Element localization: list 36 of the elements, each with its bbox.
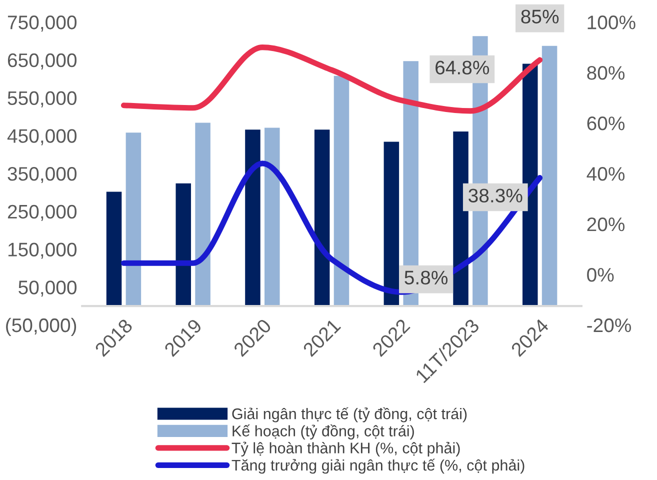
y2-tick-label: 20% bbox=[587, 217, 625, 232]
y2-tick-label: 0% bbox=[587, 268, 614, 282]
bar bbox=[176, 183, 192, 306]
bar bbox=[522, 64, 538, 306]
data-label: 5.8% bbox=[404, 270, 448, 285]
data-label: 85% bbox=[521, 10, 559, 24]
y-tick-label: 650,000 bbox=[8, 53, 77, 70]
legend-label: Kế hoạch (tỷ đồng, cột trái) bbox=[232, 424, 414, 440]
bar bbox=[126, 132, 142, 306]
bar bbox=[334, 76, 350, 306]
y2-tick-label: 100% bbox=[588, 16, 636, 30]
y-tick-label: (50,000) bbox=[6, 318, 76, 336]
y-tick-label: 450,000 bbox=[7, 129, 77, 146]
y-tick-label: 550,000 bbox=[8, 91, 77, 108]
bar bbox=[245, 130, 260, 306]
legend-label: Tăng trưởng giải ngân thực tế (%, cột phải) bbox=[232, 458, 524, 474]
y-tick-label: 50,000 bbox=[18, 280, 77, 297]
bar bbox=[264, 128, 280, 306]
y2-tick-label: 60% bbox=[587, 116, 625, 130]
legend-label: Giải ngân thực tế (tỷ đồng, cột trái) bbox=[232, 407, 467, 422]
bar bbox=[453, 131, 468, 306]
y2-tick-label: 40% bbox=[586, 166, 625, 181]
bar bbox=[384, 142, 400, 306]
data-label: 38.3% bbox=[468, 188, 522, 202]
y-tick-label: 750,000 bbox=[8, 16, 77, 32]
y2-tick-label: 80% bbox=[587, 66, 625, 80]
y-tick-label: 350,000 bbox=[8, 166, 77, 184]
y-tick-label: 250,000 bbox=[8, 204, 77, 221]
data-label: 64.8% bbox=[436, 60, 490, 74]
bar bbox=[106, 192, 122, 306]
bar bbox=[314, 130, 330, 306]
y-tick-label: 150,000 bbox=[8, 242, 77, 259]
bar bbox=[542, 46, 558, 306]
legend-label: Tỷ lệ hoàn thành KH (%, cột phải) bbox=[232, 442, 460, 456]
y2-tick-label: -20% bbox=[587, 318, 632, 332]
bar bbox=[195, 122, 210, 306]
